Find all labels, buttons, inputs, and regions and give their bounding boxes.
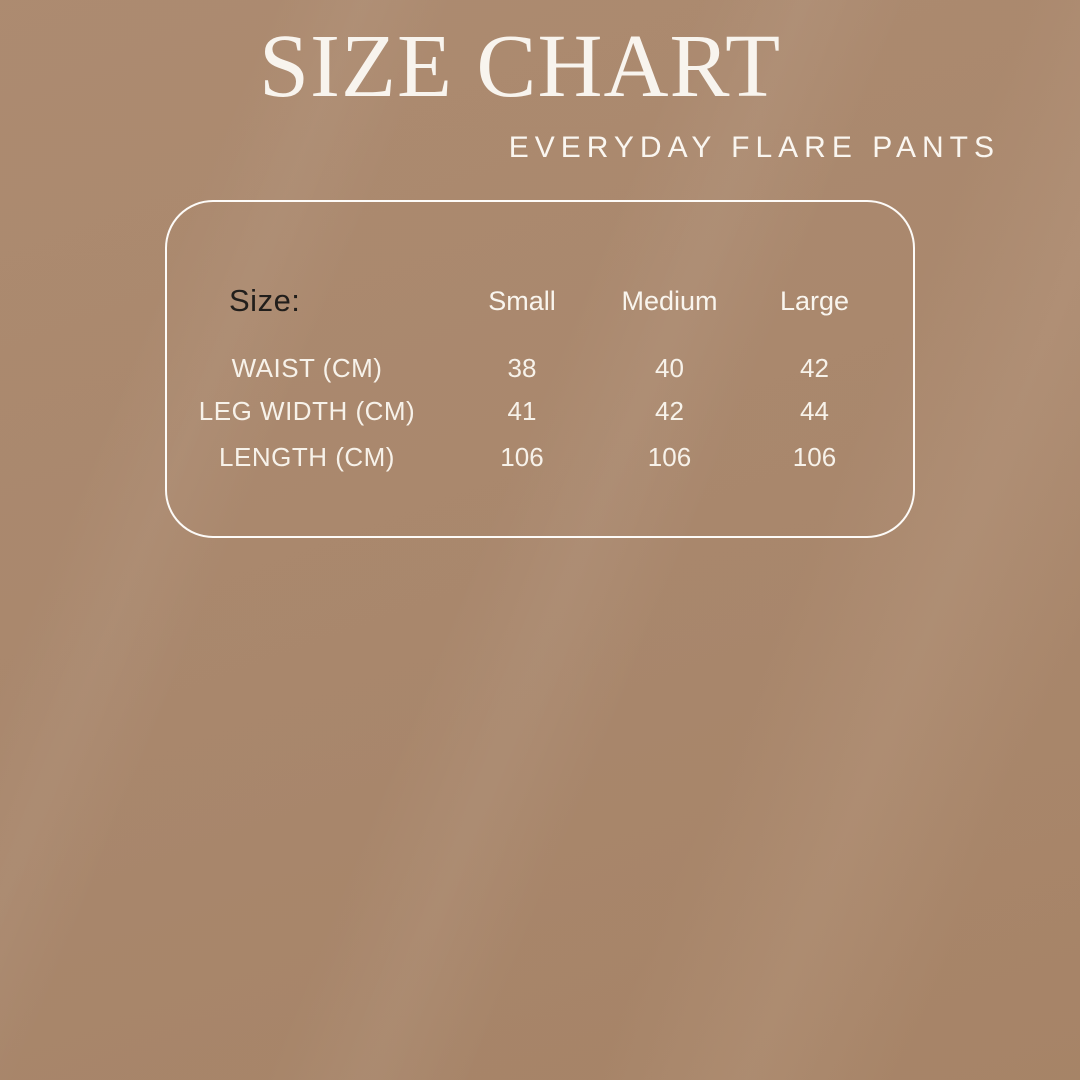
- size-chart-header-row: Size: Small Medium Large: [167, 284, 887, 318]
- length-value-medium: 106: [647, 442, 692, 472]
- column-header-small: Small: [488, 286, 556, 316]
- page-title: SIZE CHART: [258, 17, 782, 116]
- row-label-leg-width: LEG WIDTH (CM): [198, 396, 416, 426]
- product-subtitle: EVERYDAY FLARE PANTS: [508, 131, 1000, 164]
- table-row-leg-width: LEG WIDTH (CM) 41 42 44: [167, 394, 887, 428]
- table-row-waist: WAIST (CM) 38 40 42: [167, 351, 887, 385]
- size-chart-card: Size: Small Medium Large WAIST (CM) 38 4…: [165, 200, 915, 538]
- row-label-waist: WAIST (CM): [231, 353, 383, 383]
- length-value-small: 106: [500, 442, 544, 472]
- table-row-length: LENGTH (CM) 106 106 106: [167, 440, 887, 474]
- waist-value-large: 42: [800, 353, 829, 383]
- row-label-length: LENGTH (CM): [219, 442, 395, 472]
- waist-value-medium: 40: [655, 353, 684, 383]
- column-header-medium: Medium: [621, 286, 718, 316]
- leg-width-value-medium: 42: [655, 396, 684, 426]
- waist-value-small: 38: [507, 353, 537, 383]
- column-header-large: Large: [779, 286, 850, 316]
- leg-width-value-small: 41: [507, 396, 537, 426]
- size-label: Size:: [229, 283, 301, 318]
- length-value-large: 106: [792, 442, 837, 472]
- leg-width-value-large: 44: [800, 396, 829, 426]
